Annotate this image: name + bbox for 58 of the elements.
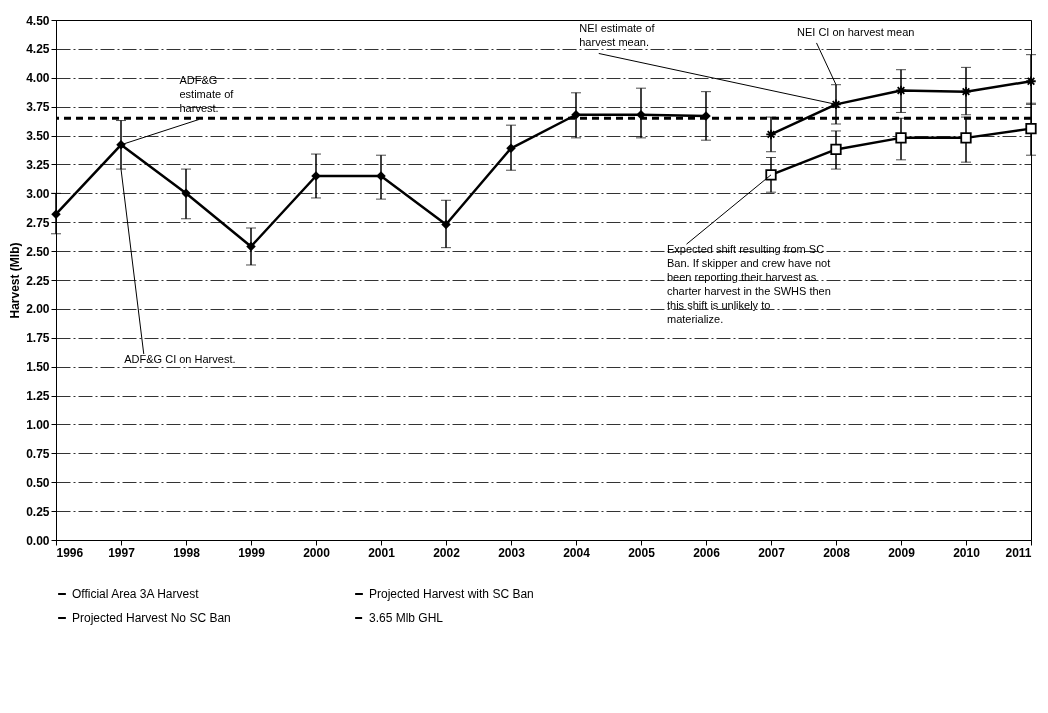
point — [830, 98, 842, 110]
point — [765, 169, 777, 181]
x-tick-label: 1998 — [173, 545, 201, 560]
x-tick-label: 2009 — [888, 545, 916, 560]
y-tick-label: 3.50 — [26, 129, 50, 144]
y-tick-label: 0.75 — [26, 446, 50, 461]
y-tick-label: 4.50 — [26, 13, 50, 28]
point — [441, 219, 451, 230]
annotation: ADF&G estimate of harvest. — [179, 74, 235, 115]
x-tick-label: 2001 — [368, 545, 396, 560]
y-axis-title: Harvest (Mlb) — [8, 242, 23, 319]
y-tick-label: 1.75 — [26, 331, 50, 346]
legend-label: Official Area 3A Harvest — [72, 587, 200, 601]
x-tick-label: 2010 — [953, 545, 981, 560]
y-tick-label: 3.75 — [26, 100, 50, 115]
x-tick-label: 2008 — [823, 545, 851, 560]
x-tick-label: 2007 — [758, 545, 786, 560]
legend-label: Projected Harvest No SC Ban — [72, 611, 231, 625]
point — [1025, 122, 1037, 135]
y-tick-label: 1.25 — [26, 389, 50, 404]
point — [960, 86, 972, 98]
annotation: NEI estimate of harvest mean. — [579, 22, 656, 49]
y-tick-label: 2.75 — [26, 215, 50, 230]
y-tick-label: 2.25 — [26, 273, 50, 288]
point — [1025, 75, 1037, 87]
point — [181, 188, 191, 199]
x-tick-label: 2006 — [693, 545, 721, 560]
legend-label: Projected Harvest with SC Ban — [369, 587, 534, 601]
point — [765, 128, 777, 141]
y-tick-label: 0.50 — [26, 475, 50, 490]
annotation: NEI CI on harvest mean — [797, 25, 915, 38]
point — [506, 143, 516, 154]
point — [895, 84, 907, 97]
x-tick-label: 2000 — [303, 545, 331, 560]
point — [246, 241, 256, 252]
x-tick-label: 1999 — [238, 545, 266, 560]
point — [895, 132, 907, 144]
y-tick-label: 1.50 — [26, 360, 50, 375]
point — [830, 143, 842, 156]
y-tick-label: 1.00 — [26, 417, 50, 432]
legend-label: 3.65 Mlb GHL — [369, 611, 444, 625]
x-tick-label: 2002 — [433, 545, 461, 560]
point — [960, 132, 972, 144]
y-tick-label: 3.00 — [26, 186, 50, 201]
x-tick-label: 2005 — [628, 545, 656, 560]
y-tick-label: 4.25 — [26, 42, 50, 57]
x-tick-label: 2004 — [563, 545, 591, 560]
x-tick-label: 1997 — [108, 545, 136, 560]
y-tick-label: 2.00 — [26, 302, 50, 317]
y-tick-label: 0.00 — [26, 533, 50, 548]
x-tick-label: 1996 — [56, 545, 84, 560]
y-tick-label: 4.00 — [26, 71, 50, 86]
x-tick-label: 2011 — [1005, 545, 1032, 560]
y-tick-label: 0.25 — [26, 504, 50, 519]
annotation: ADF&G CI on Harvest. — [124, 352, 236, 365]
x-tick-label: 2003 — [498, 545, 526, 560]
y-tick-label: 3.25 — [26, 157, 50, 172]
y-tick-label: 2.50 — [26, 244, 50, 259]
